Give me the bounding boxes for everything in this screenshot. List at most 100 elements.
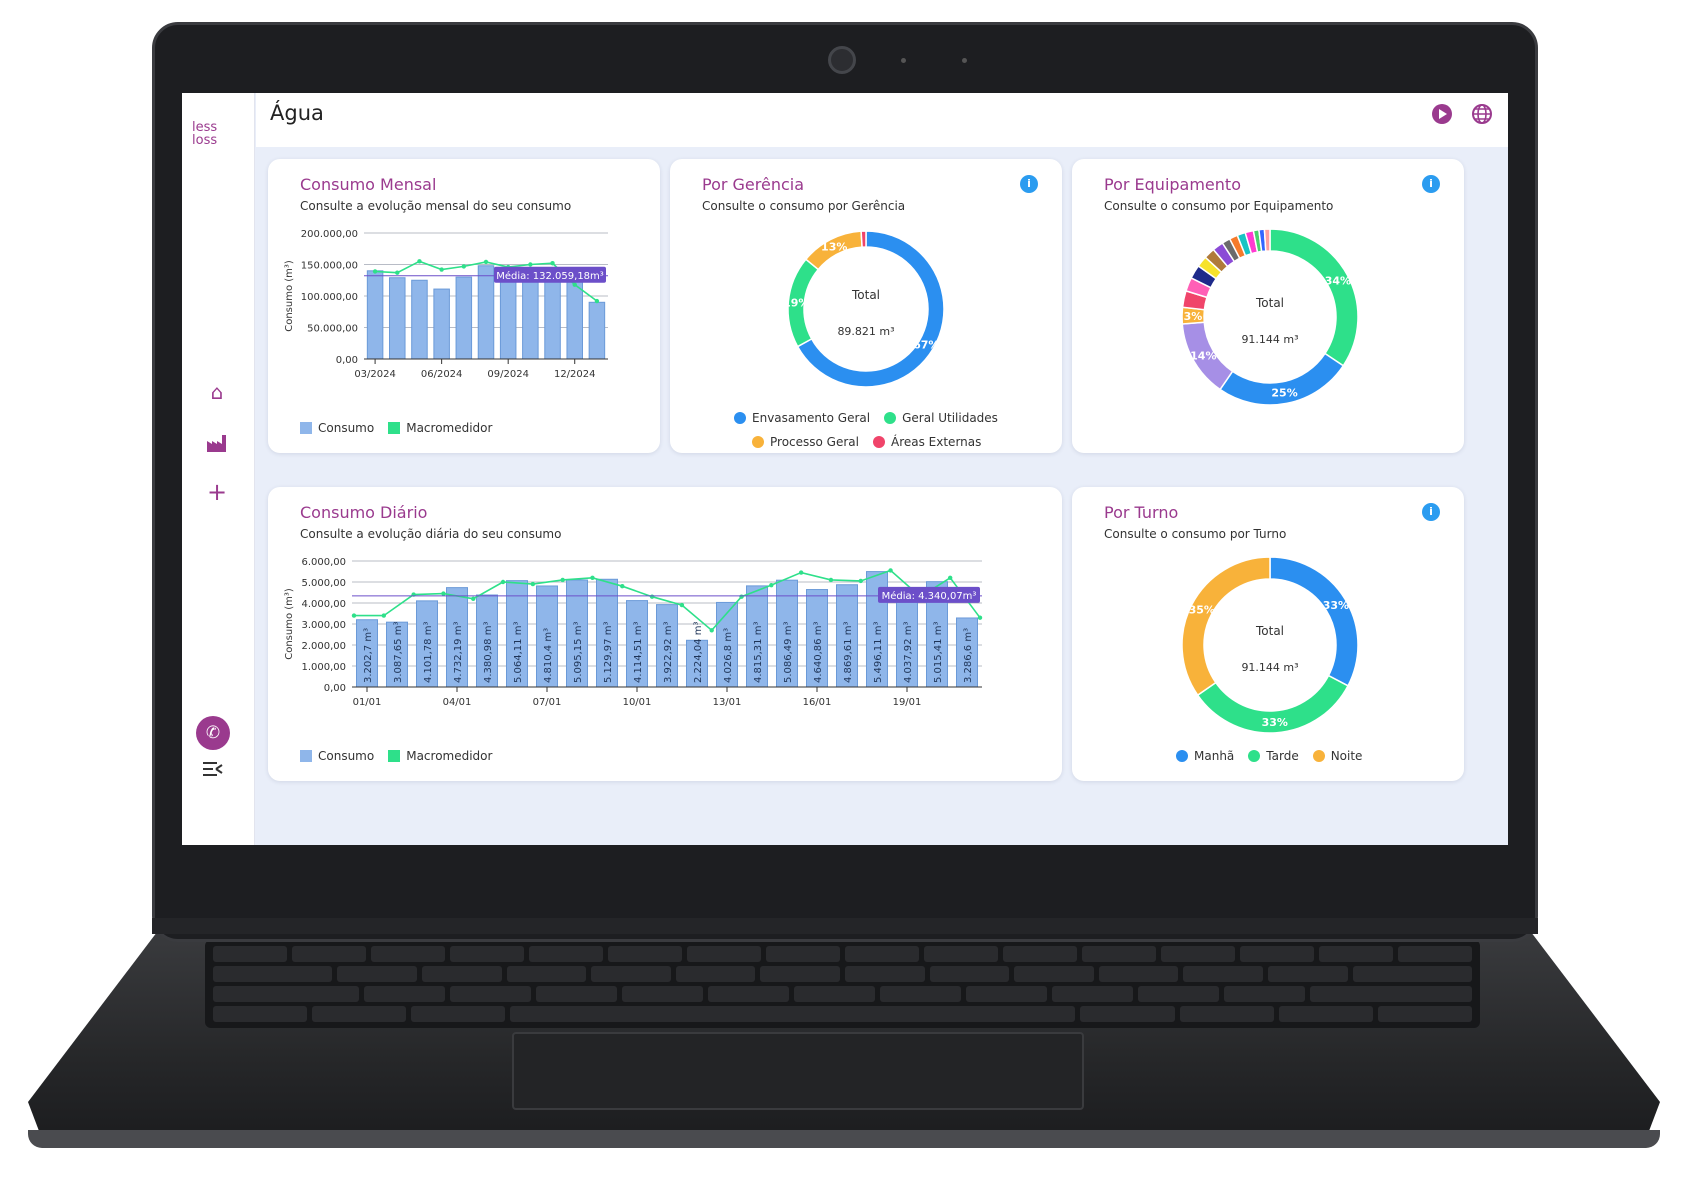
line-point [590, 575, 595, 580]
y-tick-label: 50.000,00 [307, 324, 358, 335]
slice-label: 34% [1325, 275, 1351, 288]
x-tick-label: 04/01 [443, 697, 472, 708]
bar [455, 276, 473, 360]
y-tick-label: 100.000,00 [301, 292, 358, 303]
bar-data-label: 4.815,31 m³ [753, 622, 764, 683]
legend-dot [872, 436, 885, 448]
bar-data-label: 4.037,92 m³ [903, 622, 914, 683]
line-point [977, 615, 983, 620]
collapse-menu-icon[interactable] [202, 760, 226, 780]
line-point [594, 298, 600, 304]
whatsapp-icon[interactable]: ✆ [196, 716, 230, 750]
app-screen: less loss ⌂ + ✆ Água [182, 93, 1508, 845]
line-point [500, 579, 506, 585]
y-tick-label: 3.000,00 [301, 620, 346, 631]
sensor-dot [901, 58, 906, 63]
card-consumo-diario: Consumo Diário Consulte a evolução diári… [268, 487, 1062, 781]
legend: Consumo Macromedidor [300, 749, 492, 763]
legend-swatch-consumo [300, 422, 312, 434]
legend-manha: Manhã [1194, 749, 1235, 763]
bar-data-label: 5.129,97 m³ [603, 622, 614, 683]
line-point [461, 264, 467, 269]
bar [588, 301, 606, 360]
gerencia-donut-chart[interactable]: 67% 19% 13% Total 89.821 m³ [776, 219, 956, 399]
daily-bar-chart[interactable]: 6.000,00 5.000,00 4.000,00 3.000,00 2.000,00… [268, 547, 1062, 737]
legend-tarde: Tarde [1266, 749, 1299, 763]
legend: Consumo Macromedidor [300, 421, 492, 435]
y-tick-label: 1.000,00 [301, 662, 346, 673]
line-point [351, 613, 357, 618]
card-title: Por Gerência [702, 175, 805, 194]
legend-dot [1176, 750, 1188, 762]
bar-data-label: 4.114,51 m³ [633, 622, 644, 683]
line-point [888, 568, 893, 573]
legend-utilidades: Geral Utilidades [902, 411, 998, 425]
bar-data-label: 4.640,86 m³ [813, 622, 824, 683]
x-tick-label: 13/01 [713, 697, 742, 708]
bar-data-label: 5.496,11 m³ [873, 622, 884, 683]
bar-data-label: 4.869,61 m³ [843, 622, 854, 683]
line-point [798, 570, 804, 575]
bar-data-label: 3.922,92 m³ [663, 622, 674, 683]
line-point [947, 575, 953, 580]
bar [544, 269, 561, 360]
info-icon[interactable]: i [1422, 175, 1440, 193]
keyboard [205, 940, 1480, 1028]
y-tick-label: 6.000,00 [301, 557, 346, 568]
info-icon[interactable]: i [1020, 175, 1038, 193]
bar-data-label: 4.026,8 m³ [723, 628, 734, 683]
card-title: Consumo Diário [300, 503, 428, 522]
factory-icon[interactable] [204, 433, 230, 459]
legend-swatch-macromedidor [388, 750, 401, 762]
bar [366, 270, 384, 360]
trackpad [512, 1032, 1084, 1110]
card-por-equipamento: Por Equipamento Consulte o consumo por E… [1072, 159, 1464, 453]
bar [433, 288, 450, 360]
legend-macromedidor: Macromedidor [406, 749, 493, 763]
logo[interactable]: less loss [192, 121, 246, 147]
bar-data-label: 5.095,15 m³ [573, 622, 584, 683]
monthly-bar-chart[interactable]: 200.000,00 150.000,00 100.000,00 50.000,00 0… [268, 219, 660, 409]
turno-donut-chart[interactable]: 33% 33% 35% Total 91.144 m³ [1172, 547, 1368, 743]
bar-data-label: 2.224,04 m³ [693, 622, 704, 683]
average-label: Média: 132.059,18m³ [496, 270, 604, 282]
globe-icon[interactable] [1470, 103, 1494, 127]
bar-data-label: 5.015,41 m³ [933, 622, 944, 683]
bar-data-label: 3.087,65 m³ [393, 622, 404, 683]
line-point [483, 259, 489, 265]
legend: Envasamento Geral Geral Utilidades [734, 411, 998, 425]
equipamento-donut-chart[interactable]: 34% 25% 14% 3% Total 91.144 m³ [1172, 219, 1368, 415]
info-icon[interactable]: i [1422, 503, 1440, 521]
webcam-icon [828, 46, 856, 74]
add-icon[interactable]: + [206, 478, 228, 506]
bar [477, 265, 495, 360]
x-tick-label: 01/01 [353, 697, 382, 708]
line-point [471, 596, 476, 601]
y-axis-label: Consumo (m³) [284, 588, 295, 660]
line-point [528, 262, 533, 267]
x-tick-label: 19/01 [893, 697, 922, 708]
card-title: Por Turno [1104, 503, 1179, 522]
x-tick-label: 03/2024 [354, 369, 396, 380]
laptop-hinge [152, 918, 1538, 934]
bar [389, 277, 406, 360]
line-point [417, 259, 422, 264]
home-icon[interactable]: ⌂ [210, 380, 224, 404]
x-tick-label: 10/01 [623, 697, 652, 708]
card-subtitle: Consulte o consumo por Equipamento [1104, 199, 1334, 213]
card-subtitle: Consulte a evolução diária do seu consum… [300, 527, 562, 541]
line-point [381, 613, 387, 618]
donut-center-value: 89.821 m³ [837, 325, 894, 338]
average-badge [878, 586, 980, 603]
bar-data-label: 4.101,78 m³ [423, 622, 434, 683]
donut-center-label: Total [1255, 624, 1284, 638]
sidebar: less loss ⌂ + ✆ [182, 93, 255, 845]
legend: Processo Geral Áreas Externas [752, 435, 981, 449]
line-point [560, 577, 565, 583]
legend-dot [734, 412, 746, 424]
x-tick-label: 16/01 [803, 697, 832, 708]
line-point [620, 584, 625, 589]
logo-line2: loss [192, 133, 218, 148]
play-icon[interactable] [1430, 103, 1454, 127]
y-tick-label: 0,00 [336, 355, 358, 366]
